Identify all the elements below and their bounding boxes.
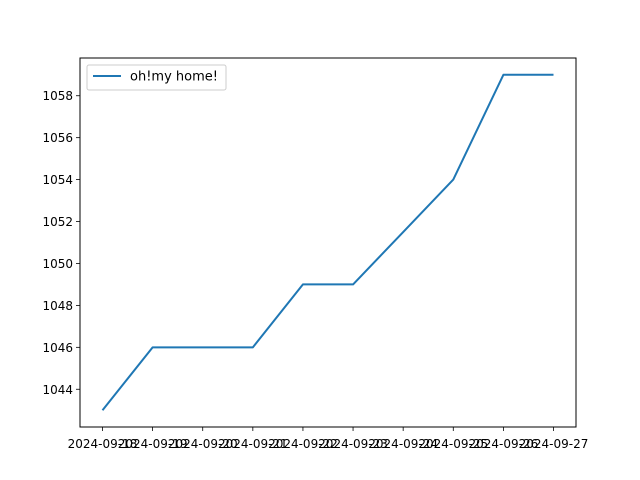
x-tick-label: 2024-09-25 <box>418 437 488 451</box>
legend-label: oh!my home! <box>130 70 218 85</box>
x-tick-label: 2024-09-24 <box>368 437 438 451</box>
y-tick-label: 1050 <box>42 257 73 271</box>
x-tick-label: 2024-09-27 <box>519 437 589 451</box>
x-tick-label: 2024-09-23 <box>318 437 388 451</box>
x-tick-label: 2024-09-18 <box>68 437 138 451</box>
legend: oh!my home! <box>86 64 227 91</box>
x-tick-label: 2024-09-20 <box>168 437 238 451</box>
x-tick-label: 2024-09-19 <box>118 437 188 451</box>
y-tick-label: 1048 <box>42 299 73 313</box>
x-tick-label: 2024-09-21 <box>218 437 288 451</box>
y-axis: 1044 1046 1048 1050 1052 1054 1056 1058 <box>42 89 80 397</box>
plot-frame <box>79 57 577 428</box>
legend-box <box>86 64 227 91</box>
y-tick-label: 1044 <box>42 383 73 397</box>
x-tick-label: 2024-09-26 <box>469 437 539 451</box>
y-tick-label: 1052 <box>42 215 73 229</box>
x-axis: 2024-09-182024-09-192024-09-202024-09-21… <box>68 427 589 451</box>
y-tick-label: 1058 <box>42 89 73 103</box>
series-layer <box>101 73 554 411</box>
y-tick-label: 1054 <box>42 173 73 187</box>
y-tick-label: 1046 <box>42 341 73 355</box>
series-line <box>101 73 554 411</box>
x-tick-label: 2024-09-22 <box>268 437 338 451</box>
y-tick-label: 1056 <box>42 131 73 145</box>
